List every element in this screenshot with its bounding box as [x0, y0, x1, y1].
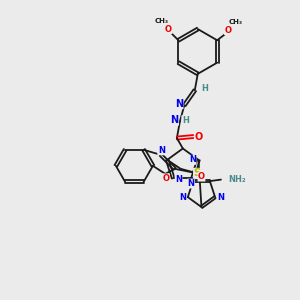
Text: NH₂: NH₂ [229, 175, 246, 184]
Text: O: O [162, 174, 169, 183]
Text: CH₃: CH₃ [154, 18, 168, 24]
Text: N: N [189, 155, 196, 164]
Text: O: O [224, 26, 231, 34]
Text: N: N [175, 99, 183, 109]
Text: N: N [170, 115, 178, 125]
Text: N: N [188, 179, 194, 188]
Text: N: N [217, 193, 224, 202]
Text: H: H [201, 84, 208, 93]
Text: O: O [194, 132, 203, 142]
Text: H: H [182, 116, 189, 124]
Text: N: N [179, 193, 186, 202]
Text: O: O [165, 25, 172, 34]
Text: O: O [198, 172, 205, 181]
Text: N: N [175, 175, 182, 184]
Text: N: N [158, 146, 165, 155]
Text: CH₃: CH₃ [229, 19, 243, 25]
Text: S: S [194, 168, 201, 178]
